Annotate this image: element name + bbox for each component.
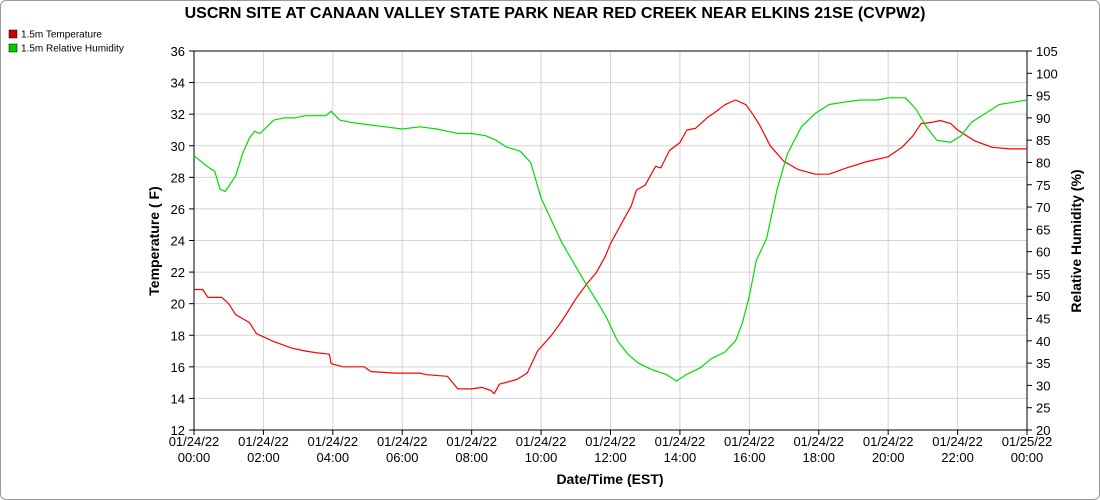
y-left-tick-label: 34 — [171, 76, 185, 91]
y-left-tick-label: 14 — [171, 391, 185, 406]
y-right-tick-label: 60 — [1036, 245, 1050, 260]
series-line-humidity — [193, 97, 1028, 382]
y-right-tick-label: 90 — [1036, 111, 1050, 126]
x-tick-time-label: 06:00 — [386, 450, 419, 465]
y-right-tick-label: 65 — [1036, 222, 1050, 237]
x-tick-date-label: 01/24/22 — [377, 434, 428, 449]
y-left-tick-label: 24 — [171, 234, 185, 249]
y-left-tick-label: 18 — [171, 328, 185, 343]
y-left-tick-label: 16 — [171, 360, 185, 375]
x-tick-date-label: 01/24/22 — [516, 434, 567, 449]
x-tick-date-label: 01/24/22 — [446, 434, 497, 449]
y-right-tick-label: 35 — [1036, 356, 1050, 371]
x-tick-time-label: 00:00 — [1011, 450, 1044, 465]
x-tick-time-label: 20:00 — [872, 450, 905, 465]
x-tick-date-label: 01/24/22 — [793, 434, 844, 449]
axis-ticks: 12 14 16 18 20 22 24 26 28 30 32 34 36 20 25 30 35 40 45 50… — [169, 44, 1058, 465]
y-axis-right-title: Relative Humidity (%) — [1068, 169, 1084, 312]
y-left-tick-label: 26 — [171, 202, 185, 217]
grid — [194, 51, 1027, 430]
y-right-tick-label: 100 — [1036, 66, 1058, 81]
x-tick-date-label: 01/24/22 — [238, 434, 289, 449]
x-tick-time-label: 02:00 — [247, 450, 280, 465]
series-lines — [193, 97, 1028, 395]
y-right-tick-label: 75 — [1036, 178, 1050, 193]
y-left-tick-label: 12 — [171, 423, 185, 438]
x-tick-date-label: 01/24/22 — [655, 434, 706, 449]
x-tick-time-label: 10:00 — [525, 450, 558, 465]
x-tick-time-label: 18:00 — [802, 450, 835, 465]
x-tick-time-label: 00:00 — [178, 450, 211, 465]
series-line-temperature — [194, 99, 1027, 395]
y-right-tick-label: 25 — [1036, 401, 1050, 416]
y-left-tick-label: 22 — [171, 265, 185, 280]
y-left-tick-label: 20 — [171, 297, 185, 312]
y-right-tick-label: 20 — [1036, 423, 1050, 438]
y-right-tick-label: 30 — [1036, 378, 1050, 393]
y-right-tick-label: 45 — [1036, 312, 1050, 327]
y-right-tick-label: 40 — [1036, 334, 1050, 349]
y-right-tick-label: 95 — [1036, 89, 1050, 104]
chart-title: USCRN SITE AT CANAAN VALLEY STATE PARK N… — [185, 5, 926, 22]
y-right-tick-label: 50 — [1036, 289, 1050, 304]
x-tick-date-label: 01/24/22 — [863, 434, 914, 449]
x-tick-time-label: 14:00 — [664, 450, 697, 465]
y-right-tick-label: 85 — [1036, 133, 1050, 148]
x-tick-date-label: 01/24/22 — [169, 434, 220, 449]
x-tick-date-label: 01/24/22 — [308, 434, 359, 449]
y-left-tick-label: 28 — [171, 170, 185, 185]
x-tick-date-label: 01/25/22 — [1002, 434, 1053, 449]
x-tick-time-label: 08:00 — [455, 450, 488, 465]
legend-swatch-humidity — [8, 43, 18, 53]
y-right-tick-label: 105 — [1036, 44, 1058, 59]
y-axis-left-title: Temperature ( F) — [146, 186, 162, 295]
legend-label-temperature: 1.5m Temperature — [21, 30, 102, 41]
x-axis-title: Date/Time (EST) — [556, 471, 663, 487]
y-right-tick-label: 70 — [1036, 200, 1050, 215]
legend-swatch-temperature — [8, 29, 18, 39]
x-tick-date-label: 01/24/22 — [724, 434, 775, 449]
x-tick-time-label: 22:00 — [941, 450, 974, 465]
y-left-tick-label: 36 — [171, 44, 185, 59]
x-tick-time-label: 04:00 — [317, 450, 350, 465]
legend: 1.5m Temperature 1.5m Relative Humidity — [8, 29, 124, 55]
y-left-tick-label: 30 — [171, 139, 185, 154]
y-right-tick-label: 80 — [1036, 155, 1050, 170]
x-tick-date-label: 01/24/22 — [932, 434, 983, 449]
x-tick-time-label: 12:00 — [594, 450, 627, 465]
x-tick-time-label: 16:00 — [733, 450, 766, 465]
y-left-tick-label: 32 — [171, 107, 185, 122]
legend-label-humidity: 1.5m Relative Humidity — [21, 44, 124, 55]
x-tick-date-label: 01/24/22 — [585, 434, 636, 449]
y-right-tick-label: 55 — [1036, 267, 1050, 282]
